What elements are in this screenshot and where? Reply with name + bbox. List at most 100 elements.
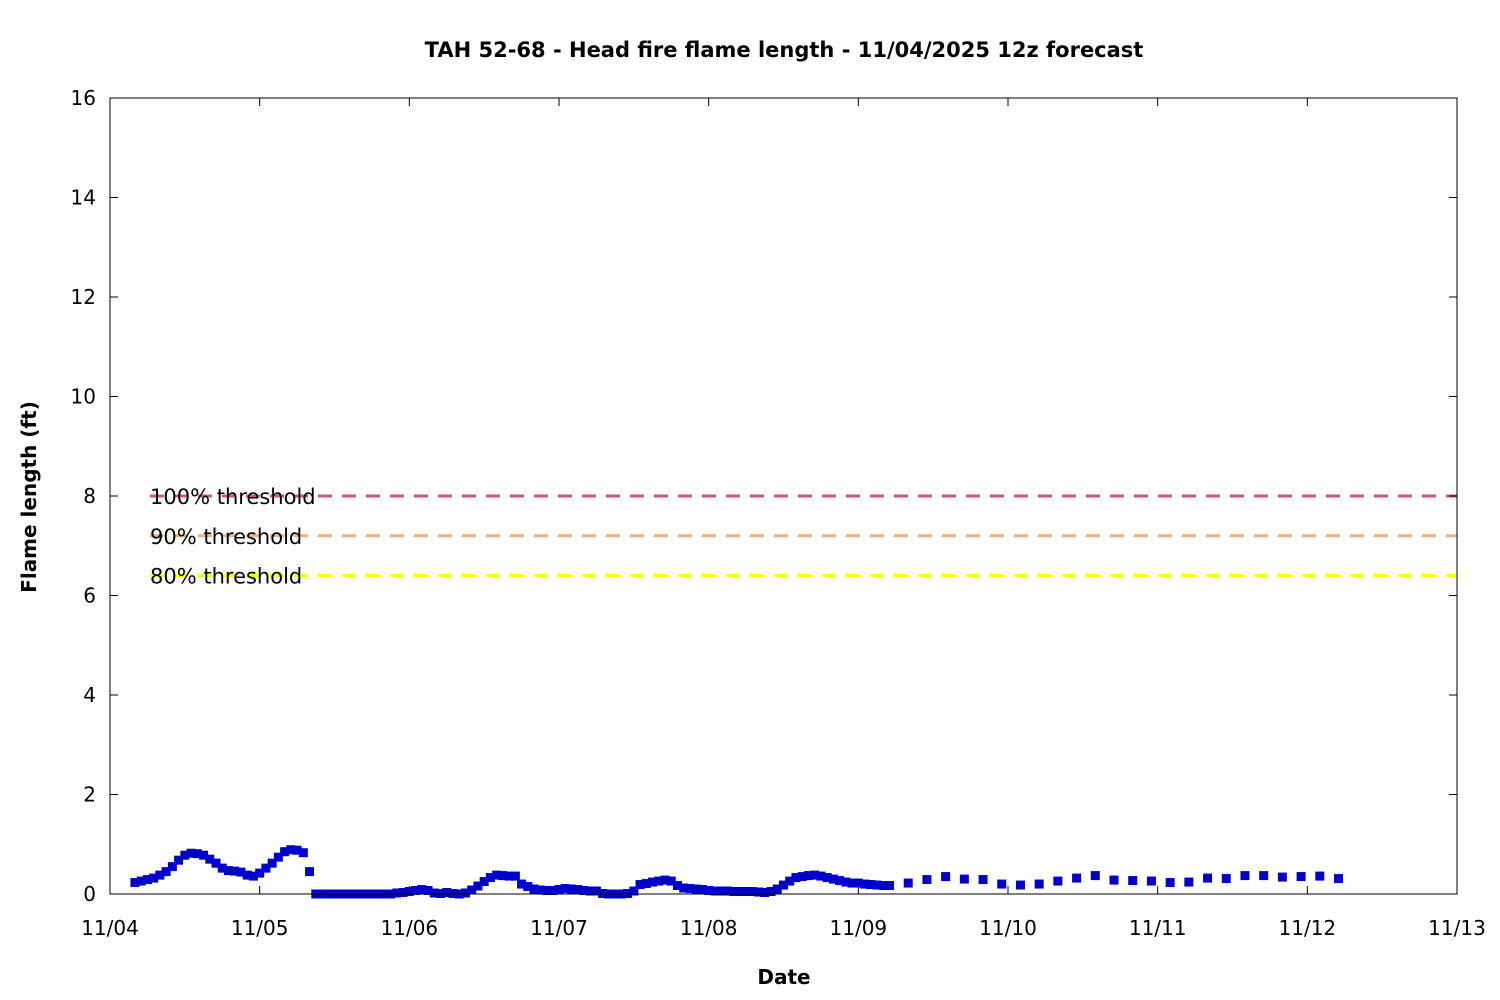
data-point [467, 885, 477, 895]
data-point [429, 888, 439, 898]
data-point [591, 886, 601, 896]
data-point [411, 886, 421, 896]
data-point [205, 854, 215, 864]
data-point [710, 886, 720, 896]
data-point [1146, 876, 1156, 886]
data-point [1090, 871, 1100, 881]
data-point [523, 882, 533, 892]
data-point [997, 879, 1007, 889]
data-point [517, 879, 527, 889]
data-point [648, 877, 658, 887]
data-point [922, 875, 932, 885]
data-point [641, 879, 651, 889]
data-point [248, 871, 258, 881]
plot-frame [109, 97, 1458, 895]
x-tick-label: 11/05 [231, 916, 289, 940]
chart-title: TAH 52-68 - Head fire flame length - 11/… [425, 38, 1144, 62]
data-point [754, 887, 764, 897]
data-point [255, 868, 265, 878]
data-point [747, 887, 757, 897]
data-point [273, 852, 283, 862]
data-point [130, 878, 140, 888]
data-point [286, 845, 296, 855]
data-point [529, 884, 539, 894]
data-point [797, 872, 807, 882]
data-point [217, 863, 227, 873]
data-point [785, 876, 795, 886]
x-tick-label: 11/09 [830, 916, 888, 940]
data-point [261, 863, 271, 873]
data-point [672, 881, 682, 891]
data-point [161, 867, 171, 877]
x-tick-label: 11/10 [979, 916, 1037, 940]
data-point [186, 848, 196, 858]
x-tick-label: 11/12 [1279, 916, 1337, 940]
data-point [236, 867, 246, 877]
data-point [404, 887, 414, 897]
data-point [504, 871, 514, 881]
data-point [535, 885, 545, 895]
data-point [548, 886, 558, 896]
x-axis-label: Date [757, 965, 810, 989]
data-point [167, 862, 177, 872]
x-tick-label: 11/07 [530, 916, 588, 940]
data-point [267, 858, 277, 868]
data-point [1277, 872, 1287, 882]
data-point [1165, 878, 1175, 888]
data-point [654, 876, 664, 886]
y-tick-label: 6 [83, 584, 96, 608]
data-point [498, 871, 508, 881]
data-point [1259, 871, 1269, 881]
data-point [1203, 873, 1213, 883]
data-point [542, 886, 552, 896]
x-tick-label: 11/11 [1129, 916, 1187, 940]
data-point [816, 871, 826, 881]
data-point [1128, 876, 1138, 886]
data-point [460, 888, 470, 898]
data-point [822, 873, 832, 883]
data-point [872, 880, 882, 890]
data-point [679, 883, 689, 893]
data-point [878, 881, 888, 891]
data-point [560, 884, 570, 894]
data-point [585, 886, 595, 896]
y-tick-label: 2 [83, 783, 96, 807]
data-point [791, 873, 801, 883]
data-point [392, 888, 402, 898]
data-point [1221, 874, 1231, 884]
y-tick-label: 14 [71, 186, 96, 210]
data-point [766, 887, 776, 897]
data-point [1015, 880, 1025, 890]
data-point [860, 879, 870, 889]
data-point [941, 872, 951, 882]
y-tick-label: 12 [71, 285, 96, 309]
data-point [573, 885, 583, 895]
x-tick-label: 11/08 [680, 916, 738, 940]
data-point [1315, 871, 1325, 881]
data-point [835, 876, 845, 886]
data-point [442, 888, 452, 898]
data-point [866, 880, 876, 890]
y-tick-label: 16 [71, 86, 96, 110]
threshold-label: 90% threshold [150, 525, 302, 549]
threshold-label: 100% threshold [150, 485, 316, 509]
data-point [729, 887, 739, 897]
y-tick-label: 10 [71, 385, 96, 409]
data-point [510, 871, 520, 881]
data-point [660, 875, 670, 885]
data-point [841, 877, 851, 887]
data-point [903, 878, 913, 888]
data-point [885, 881, 895, 891]
data-point [803, 871, 813, 881]
data-point [280, 847, 290, 857]
data-point [704, 886, 714, 896]
data-point [398, 888, 408, 898]
data-points [130, 845, 1344, 899]
x-tick-label: 11/06 [381, 916, 439, 940]
data-point [423, 886, 433, 896]
data-point [959, 874, 969, 884]
threshold-labels: 100% threshold 90% threshold 80% threshold [150, 485, 316, 589]
data-point [760, 888, 770, 898]
data-point [492, 870, 502, 880]
